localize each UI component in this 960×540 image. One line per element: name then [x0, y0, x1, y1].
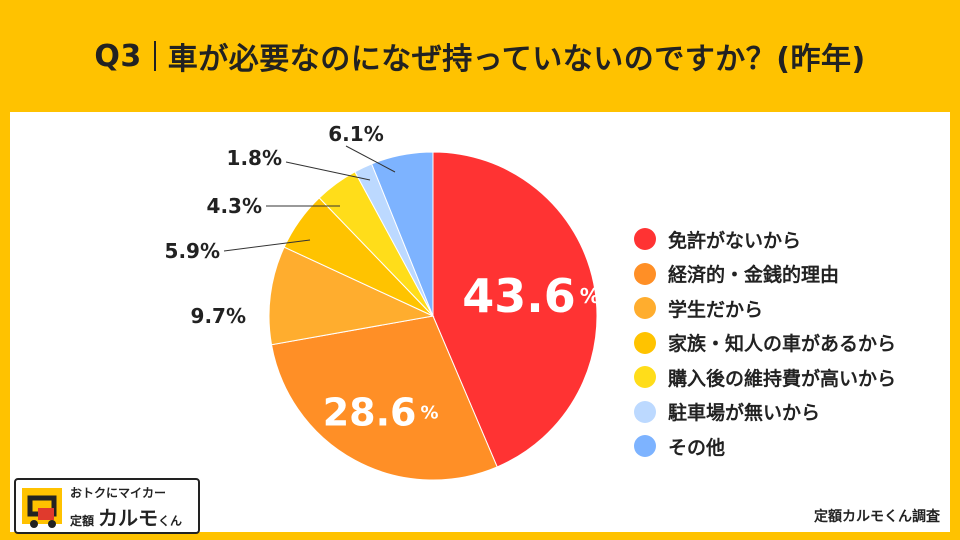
pie-slice-2	[270, 315, 498, 481]
data-label-4: 5.9%	[165, 239, 220, 263]
title-separator	[153, 41, 156, 71]
data-label-5: 4.3%	[207, 194, 262, 218]
legend-label: 免許がないから	[668, 229, 802, 252]
logo-wordmark: 定額 カルモくん	[70, 502, 182, 531]
pie-slice-3	[268, 246, 435, 346]
legend-item-2: 経済的・金銭的理由	[634, 257, 896, 292]
legend-swatch	[634, 262, 656, 285]
legend-swatch	[634, 228, 656, 251]
legend-item-4: 家族・知人の車があるから	[634, 326, 896, 361]
legend-item-6: 駐車場が無いから	[634, 395, 896, 430]
logo-suffix: くん	[158, 514, 183, 528]
legend-label: その他	[668, 436, 726, 459]
legend-label: 購入後の維持費が高いから	[668, 367, 897, 390]
legend-label: 経済的・金銭的理由	[668, 264, 840, 287]
legend: 免許がないから経済的・金銭的理由 学生だから家族・知人の車があるから 購入後の維持費…	[634, 222, 896, 464]
data-label-1: 43.6%	[462, 269, 600, 323]
legend-item-1: 免許がないから	[634, 222, 896, 257]
legend-swatch	[634, 297, 656, 320]
source-note: 定額カルモくん調査	[814, 509, 940, 525]
question-text: 車が必要なのになぜ持っていないのですか？(昨年)	[167, 42, 866, 77]
logo-prefix: 定額	[70, 514, 95, 528]
data-label-2: 28.6%	[323, 391, 439, 435]
data-label-7: 6.1%	[328, 122, 383, 146]
car-logo-icon	[22, 488, 62, 528]
pie-slice-7	[371, 151, 434, 317]
carmo-logo: おトクにマイカー 定額 カルモくん	[14, 478, 200, 534]
legend-label: 家族・知人の車があるから	[668, 333, 897, 356]
data-label-6: 1.8%	[227, 146, 282, 170]
legend-item-3: 学生だから	[634, 291, 896, 326]
data-label-3: 9.7%	[191, 304, 246, 328]
logo-tagline: おトクにマイカー	[70, 486, 167, 500]
question-number: Q3	[94, 38, 142, 74]
leader-line-7	[345, 145, 396, 173]
legend-label: 学生だから	[668, 298, 764, 321]
legend-swatch	[634, 366, 656, 389]
pie-slice-1	[432, 151, 598, 468]
legend-swatch	[634, 400, 656, 423]
leader-line-4	[223, 239, 311, 252]
leader-line-6	[285, 161, 371, 181]
chart-title: Q3 車が必要なのになぜ持っていないのですか？(昨年)	[0, 0, 960, 112]
legend-item-7: その他	[634, 429, 896, 464]
legend-swatch	[634, 331, 656, 354]
logo-name: カルモ	[98, 506, 159, 530]
legend-item-5: 購入後の維持費が高いから	[634, 360, 896, 395]
legend-swatch	[634, 435, 656, 458]
legend-label: 駐車場が無いから	[668, 402, 821, 425]
